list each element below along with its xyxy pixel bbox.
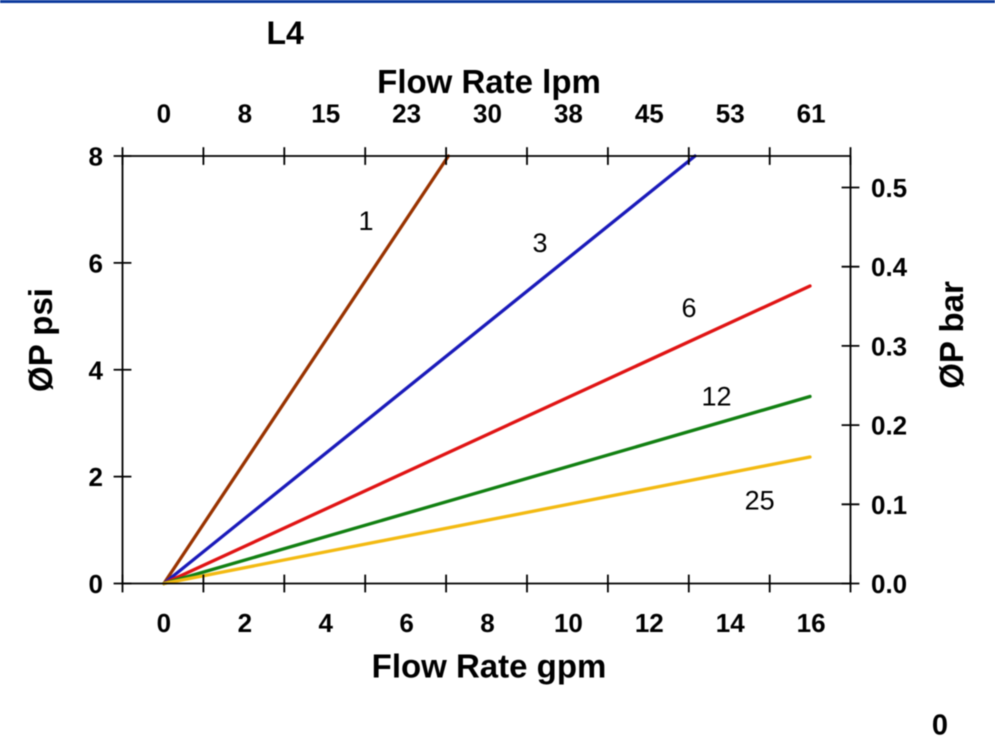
svg-text:ØP bar: ØP bar	[933, 281, 970, 389]
svg-text:6: 6	[399, 608, 413, 638]
svg-text:53: 53	[716, 99, 745, 129]
svg-text:0.4: 0.4	[871, 252, 908, 282]
svg-text:61: 61	[797, 99, 826, 129]
svg-text:8: 8	[89, 142, 103, 172]
svg-text:15: 15	[311, 99, 340, 129]
svg-text:12: 12	[701, 382, 731, 412]
svg-text:0: 0	[932, 710, 948, 738]
svg-text:0.2: 0.2	[871, 411, 907, 441]
svg-text:Flow Rate gpm: Flow Rate gpm	[372, 648, 607, 685]
svg-text:0: 0	[89, 569, 103, 599]
svg-text:14: 14	[716, 608, 745, 638]
svg-text:8: 8	[238, 99, 252, 129]
svg-text:0.5: 0.5	[871, 173, 907, 203]
svg-text:30: 30	[473, 99, 502, 129]
svg-text:4: 4	[318, 608, 333, 638]
svg-text:25: 25	[745, 486, 775, 516]
svg-text:10: 10	[554, 608, 583, 638]
svg-text:23: 23	[392, 99, 421, 129]
svg-text:1: 1	[358, 206, 373, 236]
svg-text:3: 3	[532, 228, 547, 258]
svg-text:0.1: 0.1	[871, 490, 907, 520]
svg-text:12: 12	[635, 608, 664, 638]
svg-text:2: 2	[238, 608, 252, 638]
svg-text:L4: L4	[267, 15, 305, 51]
svg-text:6: 6	[681, 293, 696, 323]
svg-text:6: 6	[89, 248, 103, 278]
svg-text:45: 45	[635, 99, 664, 129]
svg-text:0: 0	[157, 99, 171, 129]
svg-text:Flow Rate lpm: Flow Rate lpm	[377, 63, 601, 100]
svg-text:4: 4	[89, 355, 104, 385]
svg-text:0: 0	[157, 608, 171, 638]
svg-text:2: 2	[89, 462, 103, 492]
svg-text:38: 38	[554, 99, 583, 129]
svg-text:ØP psi: ØP psi	[22, 288, 59, 392]
svg-text:0.3: 0.3	[871, 331, 907, 361]
svg-text:0.0: 0.0	[871, 569, 907, 599]
svg-text:16: 16	[797, 608, 826, 638]
svg-text:8: 8	[480, 608, 494, 638]
